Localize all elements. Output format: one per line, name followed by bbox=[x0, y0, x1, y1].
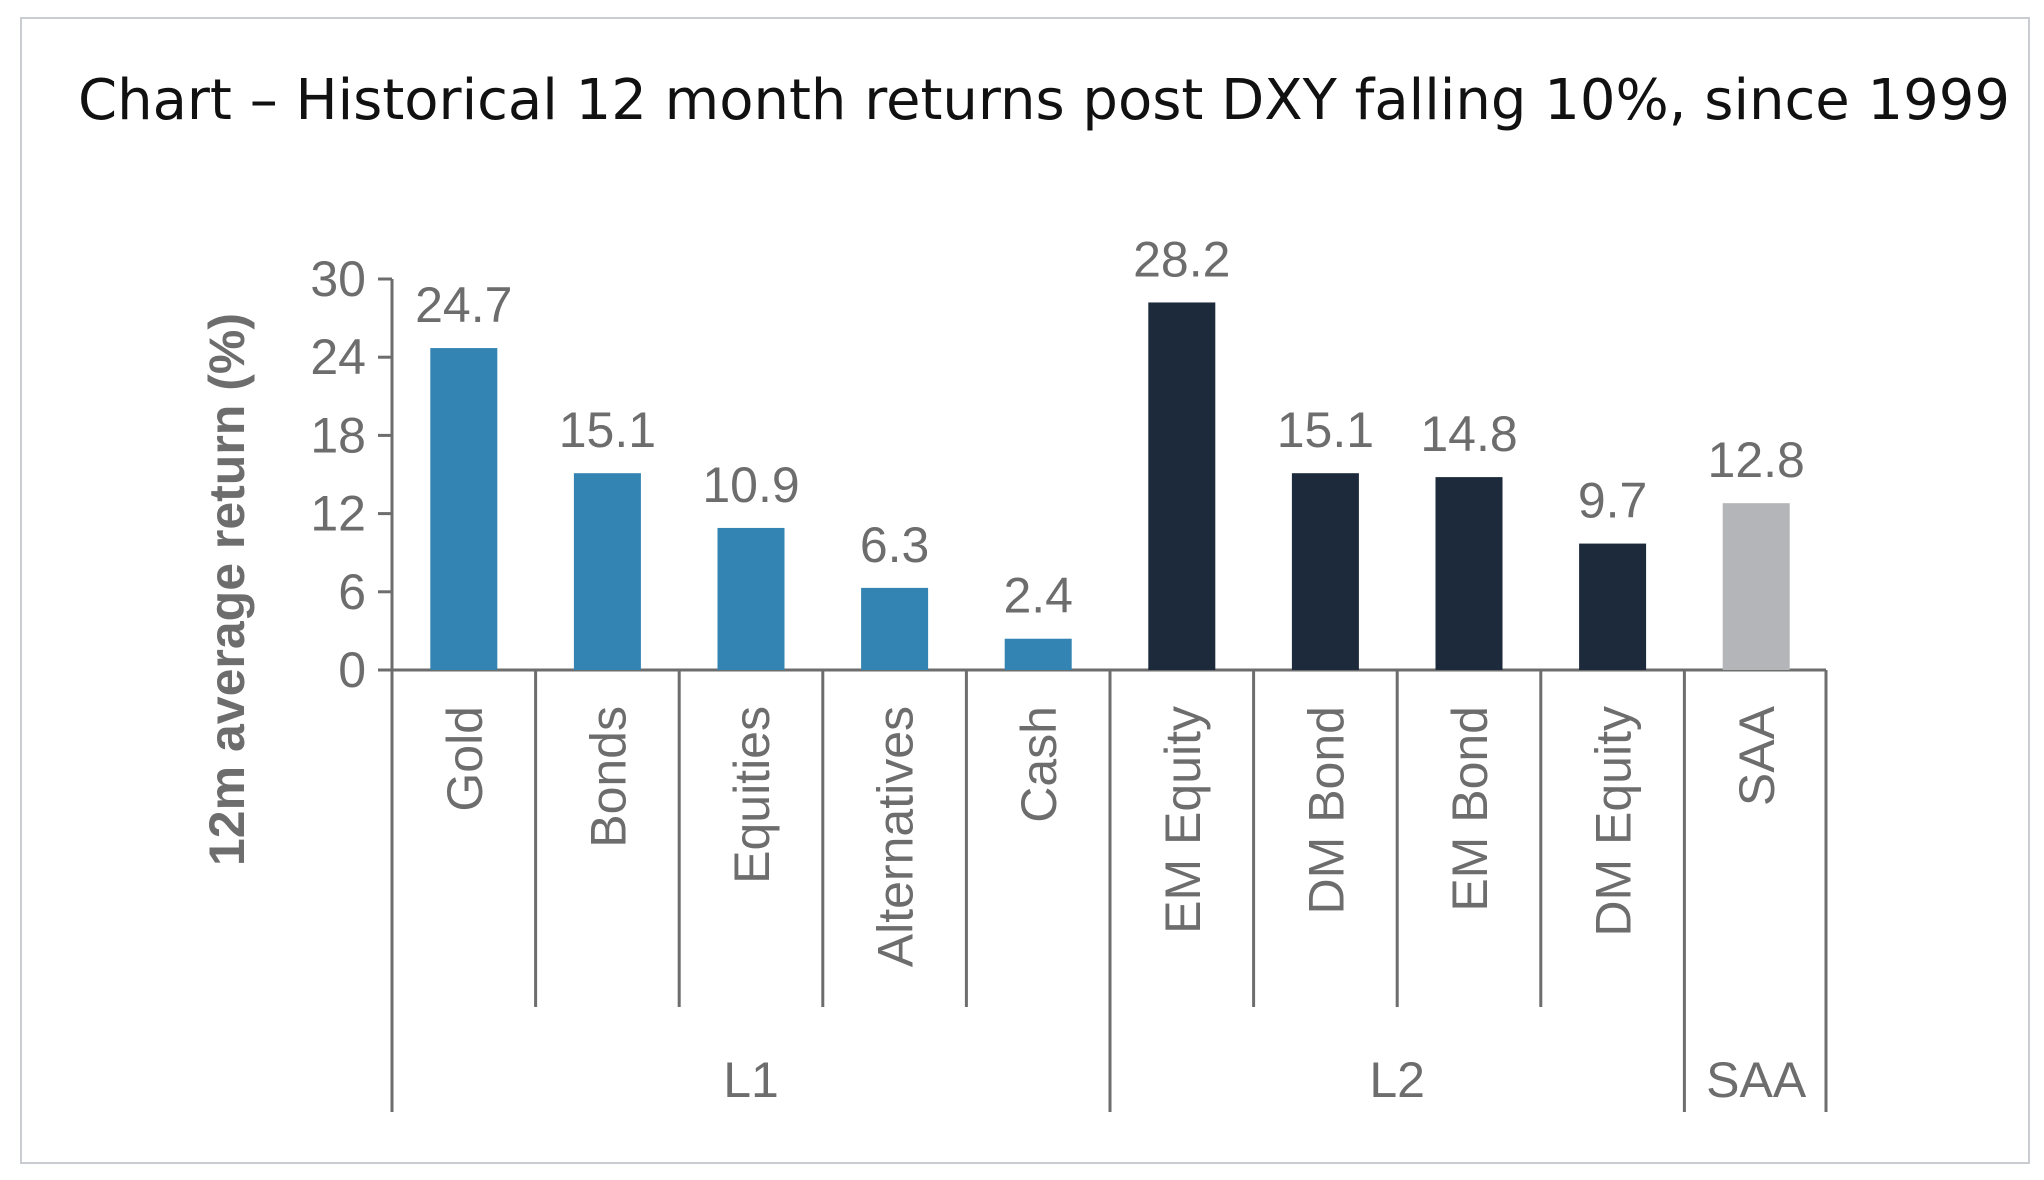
category-label: Cash bbox=[1011, 706, 1067, 823]
group-label: L1 bbox=[723, 1052, 779, 1108]
data-label: 15.1 bbox=[1277, 402, 1374, 458]
bar bbox=[1148, 302, 1216, 670]
group-label: L2 bbox=[1369, 1052, 1425, 1108]
group-label: SAA bbox=[1706, 1052, 1807, 1108]
chart-frame bbox=[20, 17, 2030, 1164]
bar bbox=[1722, 503, 1790, 670]
y-tick-label: 24 bbox=[310, 329, 366, 385]
data-label: 9.7 bbox=[1578, 473, 1648, 529]
data-label: 12.8 bbox=[1708, 432, 1805, 488]
chart-title: Chart – Historical 12 month returns post… bbox=[78, 68, 2011, 133]
data-label: 24.7 bbox=[415, 277, 512, 333]
data-label: 10.9 bbox=[702, 457, 799, 513]
y-tick-label: 0 bbox=[338, 642, 366, 698]
data-label: 28.2 bbox=[1133, 231, 1230, 287]
y-tick-label: 30 bbox=[310, 251, 366, 307]
data-label: 6.3 bbox=[860, 517, 930, 573]
category-label: EM Bond bbox=[1442, 706, 1498, 912]
bar bbox=[1291, 473, 1359, 670]
category-label: Gold bbox=[437, 706, 493, 812]
y-tick-label: 6 bbox=[338, 564, 366, 620]
bar bbox=[1579, 543, 1647, 670]
category-label: EM Equity bbox=[1155, 706, 1211, 934]
y-axis-title: 12m average return (%) bbox=[199, 313, 255, 866]
data-label: 2.4 bbox=[1003, 568, 1073, 624]
bar bbox=[717, 527, 785, 670]
bar bbox=[1435, 477, 1503, 670]
y-tick-label: 18 bbox=[310, 407, 366, 463]
category-label: DM Bond bbox=[1298, 706, 1354, 914]
bar bbox=[573, 473, 641, 670]
category-label: Equities bbox=[724, 706, 780, 884]
category-label: SAA bbox=[1729, 705, 1785, 806]
data-label: 15.1 bbox=[559, 402, 656, 458]
data-label: 14.8 bbox=[1420, 406, 1517, 462]
bar bbox=[861, 587, 929, 670]
bar bbox=[430, 348, 498, 670]
category-label: DM Equity bbox=[1586, 706, 1642, 937]
y-tick-label: 12 bbox=[310, 486, 366, 542]
category-label: Alternatives bbox=[868, 706, 924, 967]
category-label: Bonds bbox=[580, 706, 636, 848]
bar bbox=[1004, 638, 1072, 670]
